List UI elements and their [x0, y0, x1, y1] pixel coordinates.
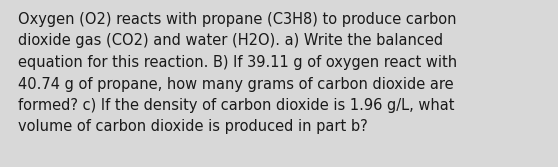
Text: volume of carbon dioxide is produced in part b?: volume of carbon dioxide is produced in … [18, 120, 368, 134]
Text: dioxide gas (CO2) and water (H2O). a) Write the balanced: dioxide gas (CO2) and water (H2O). a) Wr… [18, 34, 443, 48]
Text: equation for this reaction. B) If 39.11 g of oxygen react with: equation for this reaction. B) If 39.11 … [18, 55, 457, 70]
Text: 40.74 g of propane, how many grams of carbon dioxide are: 40.74 g of propane, how many grams of ca… [18, 76, 454, 92]
Text: formed? c) If the density of carbon dioxide is 1.96 g/L, what: formed? c) If the density of carbon diox… [18, 98, 455, 113]
Text: Oxygen (O2) reacts with propane (C3H8) to produce carbon: Oxygen (O2) reacts with propane (C3H8) t… [18, 12, 456, 27]
